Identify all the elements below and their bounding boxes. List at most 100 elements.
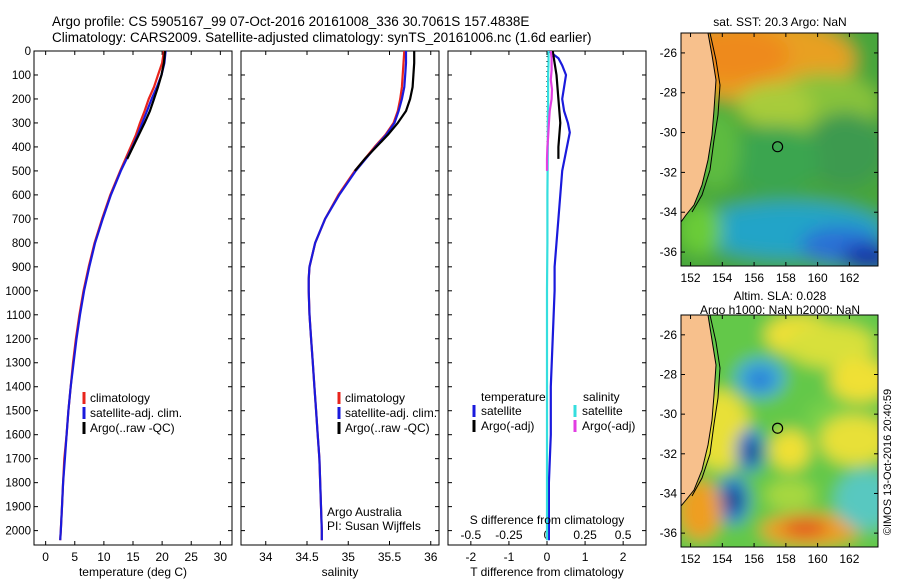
series-line [353, 51, 416, 172]
australia-landmass [681, 315, 717, 507]
difference-legend: temperature satellite Argo(-adj) salinit… [472, 390, 635, 433]
salinity-xlabel: salinity [322, 565, 359, 579]
x-tick-label: 2 [620, 550, 627, 564]
depth-tick-label: 1800 [5, 478, 31, 490]
depth-tick-label: 1000 [5, 286, 31, 298]
legend-clim-label: climatology [345, 391, 405, 405]
map-x-tick-label: 158 [776, 271, 796, 285]
sla-map-axes: 152 154 156 158 160 162 -26 -28 -30 -32 -34 -36 [660, 315, 878, 566]
sst-map-title: sat. SST: 20.3 Argo: NaN [713, 15, 846, 29]
difference-curves [545, 51, 571, 541]
map-x-tick-label: 158 [776, 552, 796, 566]
s-tick-label: -0.25 [495, 528, 523, 542]
depth-tick-label: 1500 [5, 406, 31, 418]
temperature-x-axis: 0 5 10 15 20 25 30 [42, 51, 227, 564]
sst-map-axes: 152 154 156 158 160 162 -26 -28 -30 -32 -34 -36 [660, 33, 878, 285]
depth-tick-label: 1400 [5, 382, 31, 394]
x-tick-label: 35 [342, 550, 356, 564]
salinity-axes-frame [240, 50, 440, 546]
argo-float-marker [771, 141, 784, 153]
x-tick-label: 0 [544, 550, 551, 564]
map-y-tick-label: -28 [660, 367, 678, 381]
depth-tick-label: 300 [12, 118, 31, 130]
series-line [545, 51, 554, 171]
legend-salinity-title: salinity [583, 390, 620, 404]
sla-map-frame [680, 314, 879, 548]
x-tick-label: 10 [97, 550, 111, 564]
legend-argo-label: Argo(..raw -QC) [345, 421, 430, 435]
depth-tick-label: 800 [12, 238, 31, 250]
sla-heatmap [681, 315, 878, 547]
series-line [545, 51, 550, 541]
depth-tick-label: 1100 [6, 310, 31, 322]
map-y-tick-label: -34 [660, 486, 678, 500]
climatology-title: Climatology: CARS2009. Satellite-adjuste… [52, 30, 592, 45]
depth-axis: 0 100 200 300 400 500 600 700 800 900 1000 1100 1200… [5, 46, 232, 538]
t-difference-xlabel: T difference from climatology [470, 565, 624, 579]
map-x-tick-label: 162 [839, 552, 859, 566]
map-y-tick-label: -32 [660, 447, 678, 461]
credit-pi: PI: Susan Wijffels [327, 519, 421, 533]
depth-tick-label: 400 [12, 142, 31, 154]
depth-tick-label: 1600 [5, 430, 31, 442]
map-x-tick-label: 152 [681, 271, 701, 285]
s-tick-label: 0.25 [573, 528, 597, 542]
salinity-depth-ticks [241, 50, 439, 532]
map-y-tick-label: -28 [660, 86, 678, 100]
x-tick-label: 35.5 [378, 550, 402, 564]
map-y-tick-label: -36 [660, 245, 678, 259]
depth-tick-label: 2000 [5, 526, 31, 538]
temperature-panel: 0100200300400500600700800900100011001200… [5, 46, 233, 579]
map-x-tick-label: 160 [808, 271, 828, 285]
map-x-tick-label: 154 [712, 552, 732, 566]
x-tick-label: 20 [155, 550, 169, 564]
sla-map-subtitle: Argo h1000: NaN h2000: NaN [700, 303, 860, 317]
x-tick-label: 30 [214, 550, 228, 564]
legend-sat-label: satellite-adj. clim. [345, 406, 437, 420]
legend-temperature-title: temperature [481, 390, 546, 404]
depth-tick-label: 700 [12, 214, 31, 226]
sst-map-frame [680, 32, 879, 267]
credit-argo-australia: Argo Australia [327, 505, 402, 519]
depth-tick-label: 1900 [5, 502, 31, 514]
temperature-curves [59, 51, 167, 541]
x-tick-label: 25 [185, 550, 199, 564]
legend-s-sat-label: satellite [582, 404, 623, 418]
profile-title: Argo profile: CS 5905167_99 07-Oct-2016 … [52, 14, 529, 29]
sst-heatmap [681, 33, 878, 266]
map-y-tick-label: -30 [660, 407, 678, 421]
sla-map-panel: Altim. SLA: 0.028 Argo h1000: NaN h2000:… [660, 289, 879, 566]
map-y-tick-label: -26 [660, 328, 678, 342]
legend-sat-label: satellite-adj. clim. [90, 406, 182, 420]
series-line [551, 51, 562, 159]
series-line [307, 51, 408, 541]
salinity-legend: climatology satellite-adj. clim. Argo(..… [337, 391, 437, 435]
depth-tick-label: 1200 [5, 334, 31, 346]
series-line [126, 51, 167, 160]
temperature-legend: climatology satellite-adj. clim. Argo(..… [82, 391, 182, 435]
depth-tick-label: 200 [12, 94, 31, 106]
depth-tick-label: 1700 [5, 454, 31, 466]
depth-tick-label: 1300 [5, 358, 31, 370]
map-y-tick-label: -36 [660, 526, 678, 540]
argo-float-marker [771, 422, 784, 434]
x-tick-label: -2 [466, 550, 477, 564]
difference-panel: -2 -1 0 1 2 -0.5 -0.25 0 0.25 0.5 temperature sa… [447, 50, 647, 579]
map-x-tick-label: 156 [744, 271, 764, 285]
x-tick-label: -1 [504, 550, 515, 564]
map-x-tick-label: 152 [681, 552, 701, 566]
s-tick-label: 0.5 [615, 528, 632, 542]
map-y-tick-label: -30 [660, 126, 678, 140]
x-tick-label: 5 [71, 550, 78, 564]
legend-s-argo-label: Argo(-adj) [582, 419, 635, 433]
x-tick-label: 36 [424, 550, 438, 564]
x-tick-label: 1 [582, 550, 589, 564]
australia-landmass [681, 33, 717, 223]
map-y-tick-label: -34 [660, 205, 678, 219]
depth-tick-label: 500 [12, 166, 31, 178]
legend-t-sat-label: satellite [481, 404, 522, 418]
salinity-x-axis: 34 34.5 35 35.5 36 [259, 51, 438, 564]
x-tick-label: 15 [126, 550, 140, 564]
map-x-tick-label: 154 [712, 271, 732, 285]
